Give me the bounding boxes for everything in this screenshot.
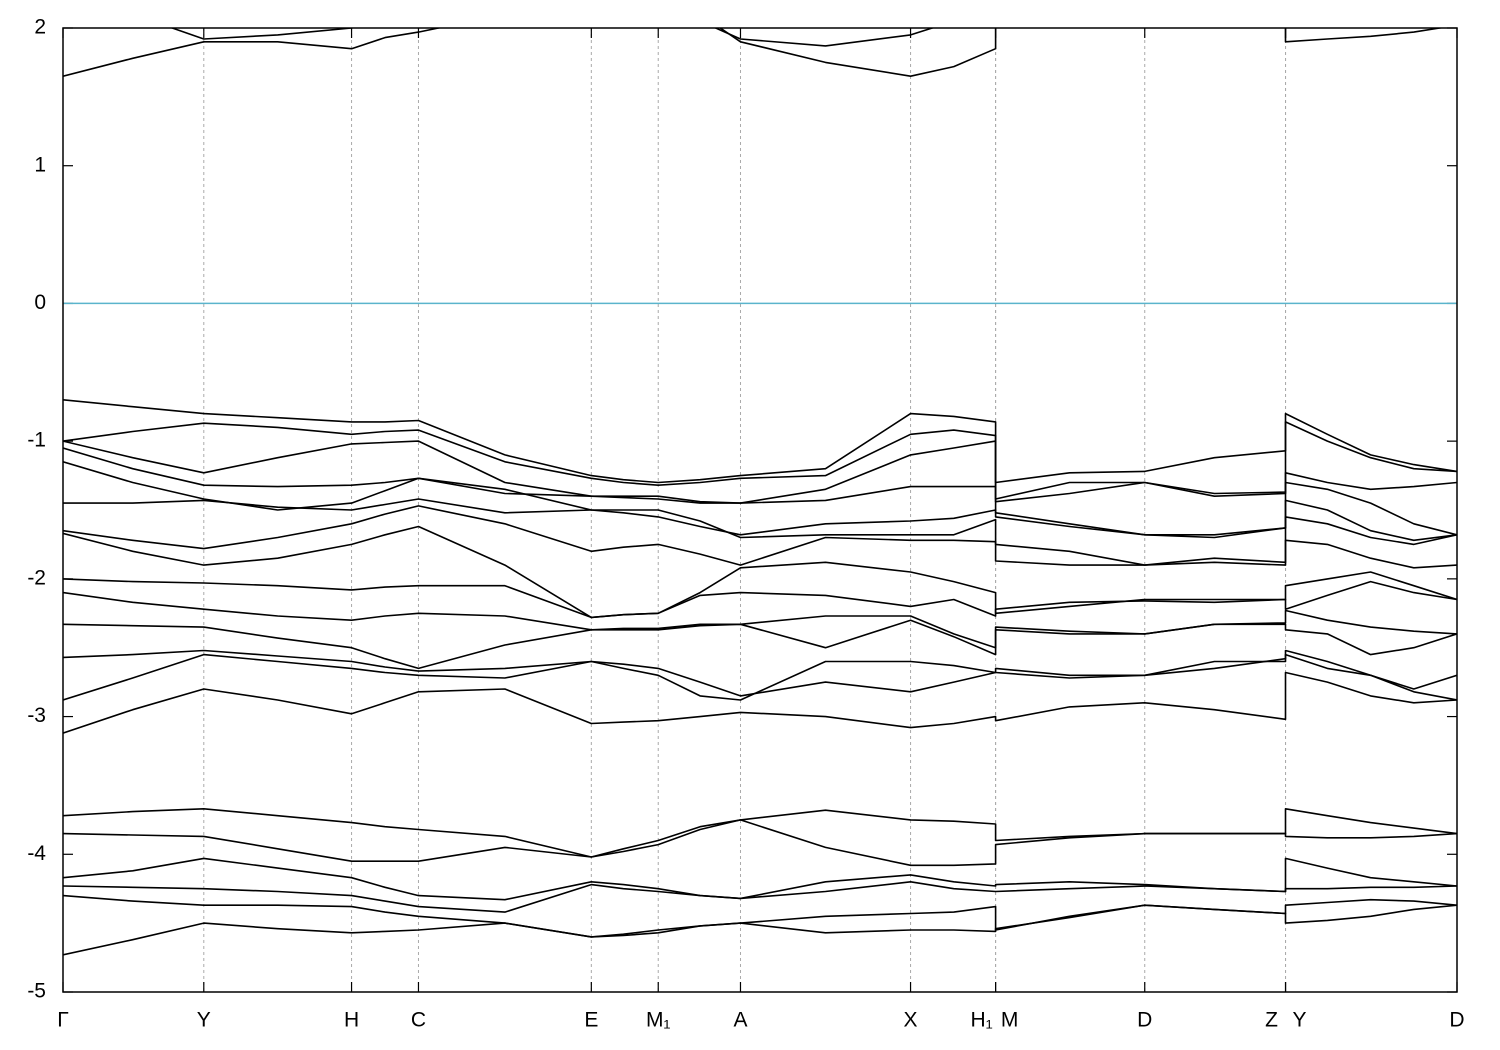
band-line [63, 399, 1457, 484]
x-tick-label: Y [197, 1009, 211, 1032]
y-tick-label: -4 [27, 842, 46, 865]
axis-labels: 210-1-2-3-4-5Γ Y H C E M₁ A X H₁ M D Z Y D [27, 16, 1464, 1032]
band-line [63, 671, 1457, 734]
band-line [63, 619, 1457, 670]
y-tick-label: -3 [27, 704, 46, 727]
band-line [63, 904, 1457, 956]
y-tick-label: -1 [27, 429, 46, 452]
x-tick-label: A [733, 1009, 747, 1032]
x-tick-label: M₁ [646, 1009, 671, 1032]
band-line [63, 28, 1445, 77]
x-tick-label: Y [1293, 1009, 1307, 1032]
y-tick-label: 1 [34, 153, 46, 176]
x-tick-label: H [344, 1009, 359, 1032]
band-line [63, 440, 1457, 504]
band-line [63, 591, 1457, 649]
y-tick-label: -2 [27, 566, 46, 589]
band-line [63, 857, 1457, 901]
x-tick-label: D [1137, 1009, 1152, 1032]
band-line [63, 819, 1457, 867]
bands [63, 28, 1457, 956]
band-line [63, 808, 1457, 858]
band-line [63, 881, 1457, 913]
x-tick-label: H₁ [970, 1009, 992, 1032]
x-tick-label: Γ [57, 1009, 69, 1032]
band-line [63, 505, 1457, 569]
x-tick-label: E [584, 1009, 598, 1032]
band-line [63, 461, 1457, 542]
band-line [63, 447, 1457, 536]
band-line [63, 498, 1457, 566]
x-tick-label: D [1449, 1009, 1464, 1032]
x-tick-label: Z [1265, 1009, 1278, 1032]
band-line [63, 649, 1457, 701]
y-tick-label: -5 [27, 980, 46, 1003]
band-line [63, 525, 1457, 619]
x-tick-label: C [411, 1009, 426, 1032]
y-tick-label: 2 [34, 16, 46, 39]
band-line [169, 28, 935, 47]
x-tick-label: M [1001, 1009, 1019, 1032]
plot-frame [62, 27, 1458, 993]
band-line [63, 421, 1457, 500]
band-line [63, 578, 1457, 619]
y-tick-label: 0 [34, 291, 46, 314]
band-line [63, 894, 1457, 938]
x-tick-label: X [904, 1009, 918, 1032]
band-line [63, 653, 1457, 701]
